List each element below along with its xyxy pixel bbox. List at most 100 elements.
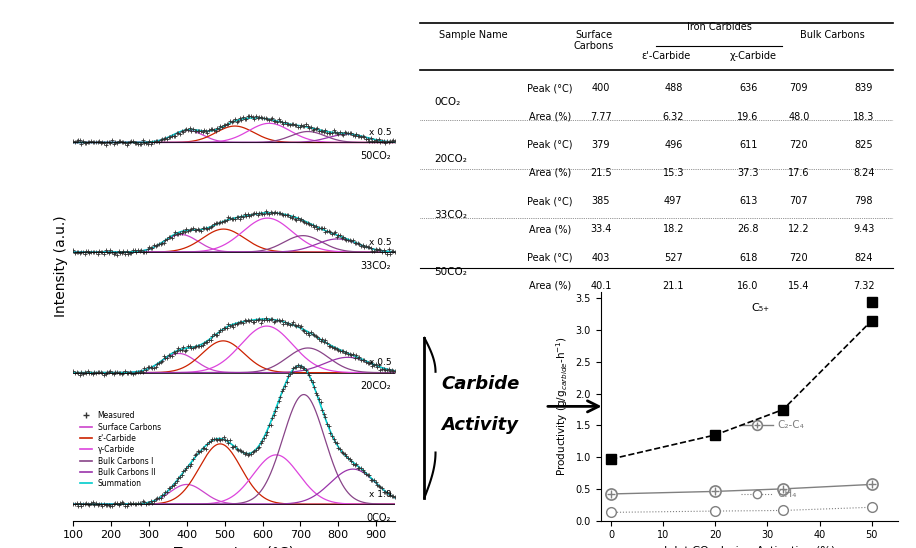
Text: 613: 613 — [739, 196, 758, 206]
Y-axis label: Intensity (a.u.): Intensity (a.u.) — [54, 215, 68, 317]
Text: Peak (°C): Peak (°C) — [528, 83, 573, 93]
Text: 720: 720 — [790, 140, 808, 150]
Text: Activity: Activity — [442, 415, 518, 433]
Text: Peak (°C): Peak (°C) — [528, 140, 573, 150]
Summation — [319, 413, 330, 419]
Measured — [389, 494, 400, 501]
Text: 636: 636 — [739, 83, 758, 93]
Text: C₅₊: C₅₊ — [752, 303, 769, 313]
Text: 8.24: 8.24 — [853, 168, 875, 178]
γ-Carbide — [210, 500, 221, 506]
Text: 496: 496 — [664, 140, 682, 150]
Text: 379: 379 — [592, 140, 610, 150]
Text: 15.3: 15.3 — [662, 168, 684, 178]
Text: x 0.5: x 0.5 — [368, 128, 391, 137]
γ-Carbide — [319, 496, 330, 503]
Bulk Carbons II — [324, 480, 335, 487]
Text: 400: 400 — [592, 83, 610, 93]
Text: 0CO₂: 0CO₂ — [434, 98, 461, 107]
Bulk Carbons II — [68, 501, 79, 507]
Bulk Carbons I — [289, 402, 300, 409]
Surface Carbons — [289, 501, 300, 507]
Text: 18.2: 18.2 — [662, 224, 684, 235]
Bulk Carbons II — [289, 500, 300, 506]
Surface Carbons — [319, 501, 330, 507]
Line: Measured: Measured — [71, 363, 397, 508]
Summation — [289, 365, 300, 372]
ε'-Carbide — [389, 501, 400, 507]
ε'-Carbide — [214, 441, 225, 447]
Surface Carbons — [198, 489, 209, 495]
Text: 40.1: 40.1 — [590, 281, 612, 291]
Summation — [68, 501, 79, 507]
Surface Carbons — [101, 501, 112, 507]
γ-Carbide — [325, 498, 336, 505]
Text: χ-Carbide: χ-Carbide — [729, 52, 777, 61]
Text: Sample Name: Sample Name — [439, 30, 507, 40]
Bulk Carbons II — [198, 501, 209, 507]
Measured — [105, 503, 116, 510]
Measured — [292, 362, 303, 368]
Text: x 0.5: x 0.5 — [368, 238, 391, 247]
Bulk Carbons II — [348, 466, 359, 472]
Text: 20CO₂: 20CO₂ — [361, 381, 391, 391]
Text: 26.8: 26.8 — [737, 224, 758, 235]
ε'-Carbide — [319, 501, 330, 507]
Text: 33CO₂: 33CO₂ — [361, 261, 391, 271]
Text: Bulk Carbons: Bulk Carbons — [801, 30, 865, 40]
Bulk Carbons I — [68, 501, 79, 507]
X-axis label: Inlet CO₂ during Activation (%): Inlet CO₂ during Activation (%) — [663, 546, 834, 548]
ε'-Carbide — [198, 457, 209, 464]
Text: x 0.5: x 0.5 — [368, 358, 391, 367]
Text: Area (%): Area (%) — [529, 281, 572, 291]
Line: ε'-Carbide: ε'-Carbide — [73, 444, 395, 504]
Text: 403: 403 — [592, 253, 610, 262]
Text: 7.77: 7.77 — [590, 111, 612, 122]
Text: 707: 707 — [790, 196, 808, 206]
Surface Carbons — [181, 481, 192, 488]
Bulk Carbons I — [319, 434, 330, 441]
Line: Bulk Carbons I: Bulk Carbons I — [73, 395, 395, 504]
Text: Peak (°C): Peak (°C) — [528, 196, 573, 206]
Text: 709: 709 — [790, 83, 808, 93]
Measured — [87, 499, 98, 506]
Text: 527: 527 — [664, 253, 682, 262]
Text: 497: 497 — [664, 196, 682, 206]
Text: 6.32: 6.32 — [662, 111, 684, 122]
Text: Area (%): Area (%) — [529, 111, 572, 122]
Text: 798: 798 — [855, 196, 873, 206]
Measured — [81, 500, 92, 506]
Text: 21.1: 21.1 — [662, 281, 684, 291]
Line: Surface Carbons: Surface Carbons — [73, 484, 395, 504]
Text: 611: 611 — [739, 140, 758, 150]
Text: 720: 720 — [790, 253, 808, 262]
Text: 48.0: 48.0 — [788, 111, 810, 122]
Measured — [155, 495, 166, 502]
Text: 18.3: 18.3 — [853, 111, 875, 122]
ε'-Carbide — [210, 442, 221, 449]
Text: C₂-C₄: C₂-C₄ — [778, 420, 805, 430]
Bulk Carbons I — [299, 391, 310, 398]
Text: 50CO₂: 50CO₂ — [434, 267, 467, 277]
Measured — [129, 500, 140, 507]
γ-Carbide — [389, 501, 400, 507]
Summation — [389, 494, 400, 501]
Text: 385: 385 — [592, 196, 610, 206]
Bulk Carbons II — [101, 501, 112, 507]
Surface Carbons — [210, 496, 221, 503]
Text: x 1.0: x 1.0 — [368, 490, 391, 499]
Surface Carbons — [68, 501, 79, 507]
Text: ε'-Carbide: ε'-Carbide — [641, 52, 691, 61]
Summation — [210, 436, 221, 443]
Text: Peak (°C): Peak (°C) — [528, 253, 573, 262]
Text: Surface
Carbons: Surface Carbons — [573, 30, 614, 52]
Bulk Carbons II — [389, 494, 400, 501]
Surface Carbons — [325, 501, 336, 507]
γ-Carbide — [68, 501, 79, 507]
Bulk Carbons I — [210, 501, 221, 507]
γ-Carbide — [270, 452, 281, 458]
Text: Iron Carbides: Iron Carbides — [687, 22, 751, 32]
Line: γ-Carbide: γ-Carbide — [73, 455, 395, 504]
Bulk Carbons I — [101, 501, 112, 507]
Text: Area (%): Area (%) — [529, 224, 572, 235]
